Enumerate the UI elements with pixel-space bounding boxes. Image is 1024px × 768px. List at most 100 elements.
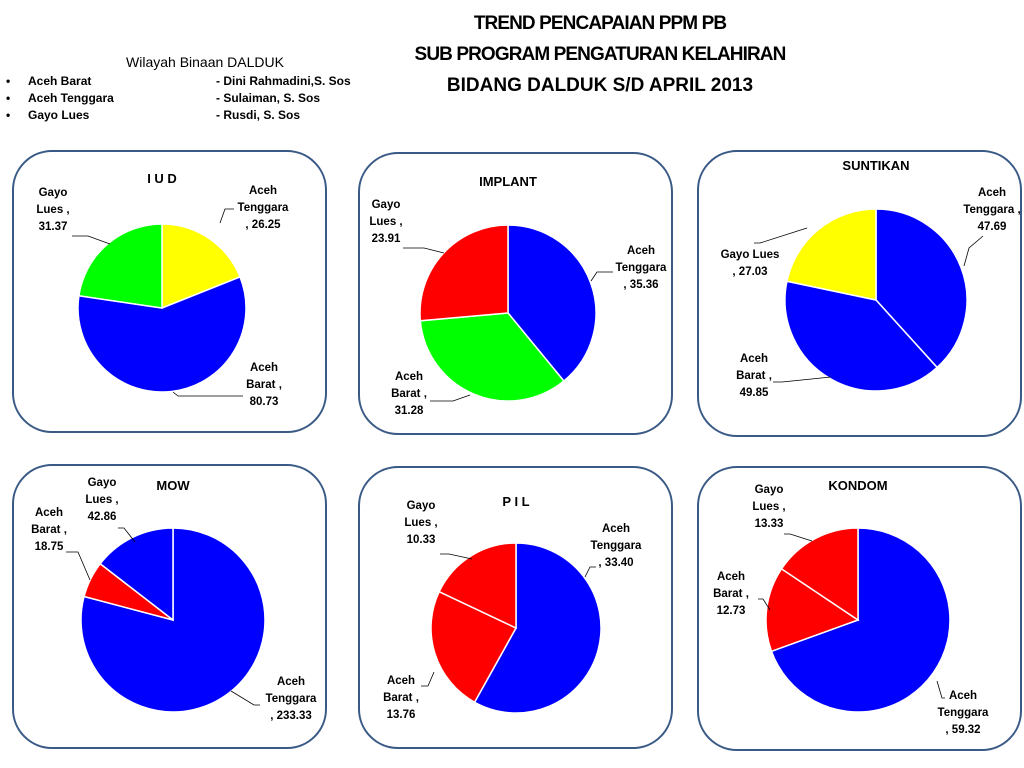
leader-line bbox=[71, 235, 110, 244]
data-label: Aceh Barat , 31.28 bbox=[391, 371, 427, 417]
data-label-line: 31.37 bbox=[38, 221, 67, 233]
data-label-line: Lues , bbox=[369, 216, 402, 228]
data-label: Aceh Tenggara , 33.40 bbox=[590, 523, 642, 569]
chart-panel-2: Aceh Tenggara , 35.36 Aceh Barat , 31.28 Gayo L… bbox=[358, 152, 673, 435]
data-label-line: , 59.32 bbox=[945, 724, 980, 736]
data-label-line: Gayo bbox=[87, 477, 116, 489]
chart-title: IMPLANT bbox=[479, 174, 537, 189]
region-item: • Aceh Barat - Dini Rahmadini,S. Sos bbox=[6, 74, 366, 91]
data-label-line: 12.73 bbox=[716, 605, 745, 617]
leader-line bbox=[420, 671, 434, 686]
data-label-line: Tenggara , bbox=[963, 204, 1020, 216]
data-label-line: Barat , bbox=[246, 379, 282, 391]
data-label-line: Gayo bbox=[406, 500, 435, 512]
pie-slice-aceh-tenggara bbox=[770, 526, 951, 713]
data-label-line: Aceh bbox=[34, 507, 62, 519]
chart-title: MOW bbox=[156, 478, 190, 493]
pie-slice-gayo-lues bbox=[437, 541, 517, 629]
pie-slice-gayo-lues bbox=[98, 526, 174, 622]
chart-title: P I L bbox=[502, 494, 529, 509]
region-person: - Sulaiman, S. Sos bbox=[216, 91, 321, 105]
region-area: Gayo Lues bbox=[28, 108, 90, 122]
leader-line bbox=[783, 533, 812, 541]
data-label-line: Barat , bbox=[736, 370, 772, 382]
data-label: Gayo Lues , 10.33 bbox=[404, 500, 437, 546]
bullet-icon: • bbox=[6, 91, 11, 105]
leader-line bbox=[584, 566, 596, 577]
data-label: Aceh Barat , 13.76 bbox=[383, 675, 419, 721]
data-label: Gayo Lues , 31.37 bbox=[36, 187, 69, 233]
bullet-icon: • bbox=[6, 108, 11, 122]
data-label-line: Aceh bbox=[601, 523, 629, 535]
data-label-line: Aceh bbox=[394, 371, 422, 383]
data-label-line: Barat , bbox=[391, 388, 427, 400]
leader-line bbox=[219, 208, 234, 223]
data-label: Aceh Tenggara , 233.33 bbox=[265, 676, 317, 722]
pie-slice-gayo-lues bbox=[785, 207, 877, 301]
data-label-line: 13.76 bbox=[386, 709, 415, 721]
leader-line bbox=[402, 247, 444, 253]
region-title: Wilayah Binaan DALDUK bbox=[126, 54, 284, 70]
title-line-3: BIDANG DALDUK S/D APRIL 2013 bbox=[446, 75, 754, 96]
data-label-line: Aceh bbox=[276, 676, 304, 688]
data-label-line: , 233.33 bbox=[270, 710, 312, 722]
data-label-line: Aceh bbox=[739, 353, 767, 365]
data-label: Aceh Tenggara , 35.36 bbox=[615, 245, 667, 291]
title-line-2: SUB PROGRAM PENGATURAN KELAHIRAN bbox=[414, 44, 787, 65]
data-label: Aceh Barat , 18.75 bbox=[31, 507, 67, 553]
chart-title: SUNTIKAN bbox=[842, 158, 909, 173]
pie-slice-gayo-lues bbox=[77, 222, 163, 309]
data-label: Aceh Barat , 80.73 bbox=[246, 362, 282, 408]
leader-line bbox=[65, 551, 90, 580]
chart-panel-4: Aceh Tenggara , 233.33 Aceh Barat , 18.75 Gayo… bbox=[12, 464, 327, 749]
title-line-1: TREND PENCAPAIAN PPM PB bbox=[473, 13, 727, 34]
pie-slice-aceh-tenggara bbox=[506, 223, 597, 382]
data-label-line: , 33.40 bbox=[598, 557, 633, 569]
data-label: Gayo Lues , 27.03 bbox=[720, 249, 779, 278]
data-label-line: Aceh bbox=[977, 187, 1005, 199]
pie-slice-aceh-tenggara bbox=[874, 207, 968, 369]
pie-slice-aceh-barat bbox=[783, 279, 938, 392]
data-label-line: Aceh bbox=[716, 571, 744, 583]
data-label-line: 13.33 bbox=[754, 518, 783, 530]
leader-line bbox=[772, 376, 831, 382]
data-label: Gayo Lues , 23.91 bbox=[369, 199, 402, 245]
region-person: - Rusdi, S. Sos bbox=[216, 108, 301, 122]
region-area: Aceh Tenggara bbox=[28, 91, 114, 105]
data-label-line: Gayo bbox=[754, 484, 783, 496]
data-label: Aceh Tenggara , 26.25 bbox=[237, 185, 289, 231]
leader-line bbox=[172, 391, 243, 396]
data-label-line: Aceh bbox=[249, 362, 277, 374]
pie-slice-aceh-barat bbox=[419, 311, 565, 402]
data-label-line: Gayo Lues bbox=[720, 249, 779, 261]
chart-panel-3: Aceh Tenggara , 47.69 Aceh Barat , 49.85 Gayo … bbox=[697, 150, 1022, 437]
data-label-line: 49.85 bbox=[739, 387, 768, 399]
region-list: • Aceh Barat - Dini Rahmadini,S. Sos • A… bbox=[6, 74, 366, 125]
page-title: TREND PENCAPAIAN PPM PB SUB PROGRAM PENG… bbox=[375, 8, 825, 101]
data-label-line: Tenggara bbox=[590, 540, 642, 552]
region-item: • Aceh Tenggara - Sulaiman, S. Sos bbox=[6, 91, 366, 108]
data-label-line: Aceh bbox=[248, 185, 276, 197]
data-label-line: Barat , bbox=[383, 692, 419, 704]
data-label-line: 80.73 bbox=[249, 396, 278, 408]
data-label-line: Aceh bbox=[626, 245, 654, 257]
data-label-line: Gayo bbox=[38, 187, 67, 199]
leader-line bbox=[117, 527, 135, 542]
leader-line bbox=[963, 235, 983, 266]
data-label: Gayo Lues , 42.86 bbox=[85, 477, 118, 523]
data-label-line: Gayo bbox=[371, 199, 400, 211]
data-label-line: 31.28 bbox=[394, 405, 423, 417]
pie-slice-aceh-tenggara bbox=[473, 541, 602, 714]
data-label-line: Barat , bbox=[713, 588, 749, 600]
pie-slice-aceh-barat bbox=[764, 567, 860, 652]
chart-panel-5: Aceh Tenggara , 33.40 Aceh Barat , 13.76 Gayo L… bbox=[358, 466, 673, 749]
region-area: Aceh Barat bbox=[28, 74, 92, 88]
leader-line bbox=[439, 553, 472, 559]
data-label-line: , 27.03 bbox=[732, 266, 767, 278]
leader-line bbox=[757, 598, 770, 610]
data-label: Gayo Lues , 13.33 bbox=[752, 484, 785, 530]
pie-slice-aceh-barat bbox=[429, 590, 517, 703]
